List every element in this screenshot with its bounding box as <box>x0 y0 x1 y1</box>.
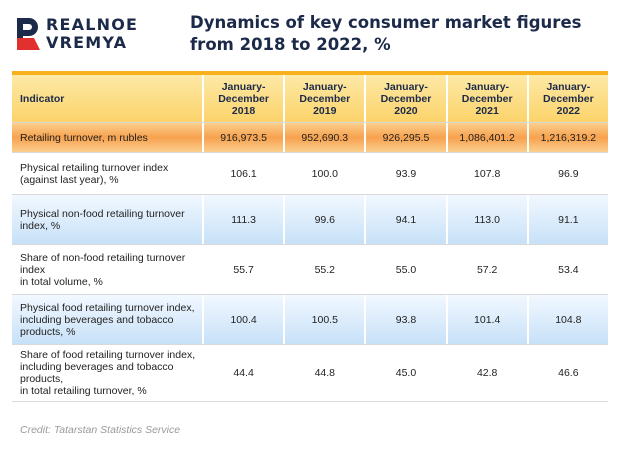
title-line-2: from 2018 to 2022, % <box>190 35 391 54</box>
table-row: Retailing turnover, m rubles 916,973.5 952… <box>12 123 608 153</box>
value-cell: 111.3 <box>202 195 283 244</box>
table-row: Share of non-food retailing turnover ind… <box>12 245 608 295</box>
indicator-label: Share of non-food retailing turnover ind… <box>20 251 186 288</box>
logo-word-2: VREMYA <box>46 33 128 52</box>
value-cell: 100.5 <box>283 295 364 344</box>
table-body: Retailing turnover, m rubles 916,973.5 952… <box>12 123 608 402</box>
value-cell: 916,973.5 <box>202 123 283 152</box>
indicator-label: Physical retailing turnover index (again… <box>20 161 169 186</box>
indicator-label: Share of food retailing turnover index, … <box>20 349 196 397</box>
value-cell: 46.6 <box>526 345 608 401</box>
header-cell-2021: January-December 2021 <box>445 75 527 122</box>
indicator-cell: Retailing turnover, m rubles <box>12 123 202 152</box>
value-cell: 55.0 <box>364 245 445 294</box>
title-line-1: Dynamics of key consumer market figures <box>190 13 582 32</box>
indicator-label: Retailing turnover, m rubles <box>20 131 148 144</box>
indicator-label: Physical food retailing turnover index, … <box>20 301 195 338</box>
value-cell: 1,216,319.2 <box>526 123 608 152</box>
data-table: Indicator January-December 2018 January-… <box>12 71 608 402</box>
indicator-cell: Share of food retailing turnover index, … <box>12 345 202 401</box>
value-cell: 55.2 <box>283 245 364 294</box>
value-cell: 55.7 <box>202 245 283 294</box>
header-period: January-December <box>542 80 594 105</box>
value-cell: 952,690.3 <box>283 123 364 152</box>
header-cell-2022: January-December 2022 <box>526 75 608 122</box>
header-cell-2020: January-December 2020 <box>364 75 445 122</box>
realnoe-vremya-logo: REALNOE VREMYA <box>14 14 164 54</box>
value-cell: 104.8 <box>526 295 608 344</box>
value-cell: 96.9 <box>526 153 608 194</box>
value-cell: 93.8 <box>364 295 445 344</box>
header-year: 2021 <box>475 104 499 117</box>
header-year: 2018 <box>231 104 256 117</box>
indicator-cell: Physical food retailing turnover index, … <box>12 295 202 344</box>
table-row: Physical non-food retailing turnover ind… <box>12 195 608 245</box>
header-period: January-December <box>299 80 351 105</box>
header-cell-indicator: Indicator <box>20 92 65 105</box>
chart-title: Dynamics of key consumer market figures … <box>190 12 610 56</box>
indicator-cell: Physical retailing turnover index (again… <box>12 153 202 194</box>
value-cell: 44.8 <box>283 345 364 401</box>
header-period: January-December <box>380 80 432 105</box>
logo-word-1: REALNOE <box>46 15 139 34</box>
value-cell: 100.4 <box>202 295 283 344</box>
value-cell: 93.9 <box>364 153 445 194</box>
header-period: January-December <box>218 80 269 105</box>
value-cell: 99.6 <box>283 195 364 244</box>
header-year: 2019 <box>313 104 337 117</box>
header-cell-2018: January-December 2018 <box>202 75 283 122</box>
realnoe-vremya-logo-mark <box>17 18 40 50</box>
value-cell: 45.0 <box>364 345 445 401</box>
table-top-accent <box>12 71 608 75</box>
indicator-label: Physical non-food retailing turnover ind… <box>20 207 185 232</box>
value-cell: 94.1 <box>364 195 445 244</box>
value-cell: 44.4 <box>202 345 283 401</box>
value-cell: 113.0 <box>445 195 527 244</box>
table-header-row: Indicator January-December 2018 January-… <box>12 75 608 123</box>
value-cell: 53.4 <box>526 245 608 294</box>
value-cell: 1,086,401.2 <box>445 123 527 152</box>
value-cell: 926,295.5 <box>364 123 445 152</box>
value-cell: 106.1 <box>202 153 283 194</box>
header-year: 2020 <box>394 104 418 117</box>
table-row: Physical food retailing turnover index, … <box>12 295 608 345</box>
header-cell-2019: January-December 2019 <box>283 75 364 122</box>
indicator-cell: Share of non-food retailing turnover ind… <box>12 245 202 294</box>
value-cell: 91.1 <box>526 195 608 244</box>
value-cell: 57.2 <box>445 245 527 294</box>
indicator-cell: Physical non-food retailing turnover ind… <box>12 195 202 244</box>
table-row: Physical retailing turnover index (again… <box>12 153 608 195</box>
header-year: 2022 <box>556 104 581 117</box>
table-row: Share of food retailing turnover index, … <box>12 345 608 402</box>
header-period: January-December <box>461 80 513 105</box>
value-cell: 101.4 <box>445 295 527 344</box>
value-cell: 42.8 <box>445 345 527 401</box>
value-cell: 100.0 <box>283 153 364 194</box>
credit-line: Credit: Tatarstan Statistics Service <box>20 424 181 436</box>
value-cell: 107.8 <box>445 153 527 194</box>
